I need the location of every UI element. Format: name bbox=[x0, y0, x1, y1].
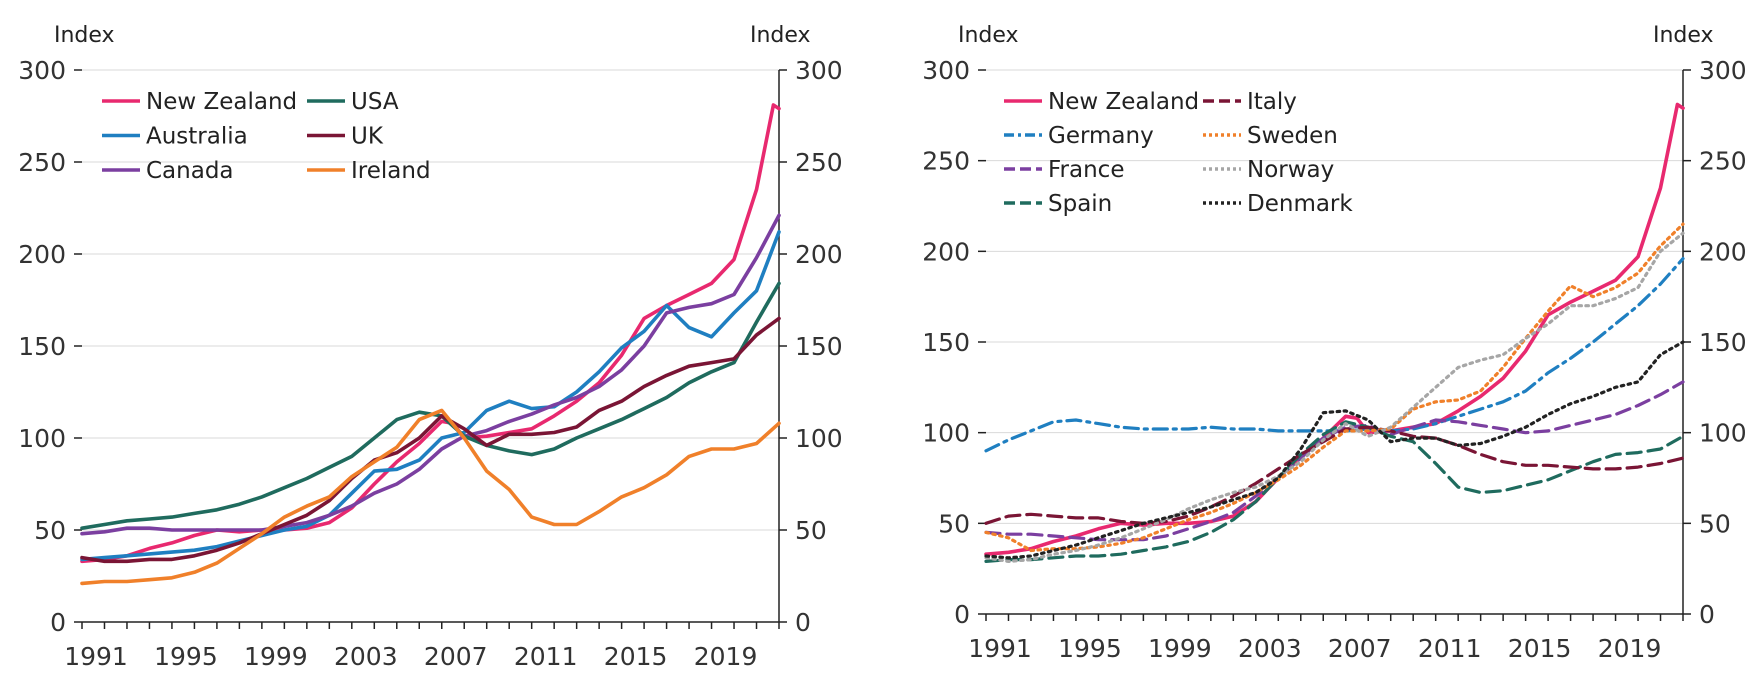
series-line-denmark bbox=[984, 340, 1685, 560]
x-tick-label-2011: 2011 bbox=[1418, 634, 1482, 663]
x-tick-label-2015: 2015 bbox=[604, 642, 668, 671]
y-tick-label-right: 300 bbox=[1699, 56, 1747, 85]
y-tick-label-right: 200 bbox=[795, 240, 843, 269]
y-tick-label-left: 300 bbox=[922, 56, 970, 85]
legend-label-canada: Canada bbox=[146, 158, 234, 184]
y-axis-unit-right: Index bbox=[750, 23, 811, 48]
x-tick-label-2007: 2007 bbox=[424, 642, 488, 671]
x-tick-label-2019: 2019 bbox=[694, 642, 758, 671]
x-tick-label-2003: 2003 bbox=[334, 642, 398, 671]
legend-label-norway: Norway bbox=[1247, 157, 1334, 183]
y-tick-label-left: 0 bbox=[954, 600, 970, 629]
legend-label-france: France bbox=[1048, 157, 1124, 183]
y-tick-label-right: 50 bbox=[795, 516, 827, 545]
y-tick-label-left: 250 bbox=[18, 148, 66, 177]
series-line-ireland bbox=[80, 408, 781, 586]
x-tick-label-2003: 2003 bbox=[1238, 634, 1302, 663]
y-tick-label-right: 300 bbox=[795, 56, 843, 85]
y-tick-label-right: 50 bbox=[1699, 509, 1731, 538]
y-tick-label-left: 300 bbox=[18, 56, 66, 85]
x-tick-label-1999: 1999 bbox=[244, 642, 308, 671]
legend-label-usa: USA bbox=[351, 89, 399, 115]
series-line-uk bbox=[80, 316, 781, 564]
legend-label-ireland: Ireland bbox=[351, 158, 431, 184]
x-tick-label-1995: 1995 bbox=[1058, 634, 1122, 663]
y-tick-label-left: 50 bbox=[34, 516, 66, 545]
y-axis-unit-left: Index bbox=[958, 23, 1019, 48]
x-tick-label-2019: 2019 bbox=[1598, 634, 1662, 663]
legend-label-italy: Italy bbox=[1247, 89, 1297, 115]
y-tick-label-left: 150 bbox=[922, 328, 970, 357]
y-tick-label-left: 250 bbox=[922, 147, 970, 176]
y-tick-label-right: 200 bbox=[1699, 237, 1747, 266]
series-line-australia bbox=[80, 230, 781, 562]
x-tick-label-1991: 1991 bbox=[968, 634, 1032, 663]
chart-panel-2: 0 0 50 50 100 100 150 150 200 200 250 250 300 300 1991… bbox=[922, 23, 1746, 663]
chart-panel-1: 0 0 50 50 100 100 150 150 200 200 250 250 300 300 1991… bbox=[18, 23, 842, 671]
y-tick-label-left: 100 bbox=[18, 424, 66, 453]
x-tick-label-2015: 2015 bbox=[1508, 634, 1572, 663]
series-line-italy bbox=[984, 425, 1685, 525]
y-tick-label-right: 100 bbox=[795, 424, 843, 453]
y-tick-label-right: 150 bbox=[1699, 328, 1747, 357]
series-line-new-zealand bbox=[984, 102, 1685, 556]
x-tick-label-1999: 1999 bbox=[1148, 634, 1212, 663]
y-axis-unit-right: Index bbox=[1653, 23, 1714, 48]
legend-label-uk: UK bbox=[351, 124, 384, 150]
legend-label-new-zealand: New Zealand bbox=[1048, 89, 1199, 115]
y-tick-label-right: 250 bbox=[795, 148, 843, 177]
x-tick-label-2011: 2011 bbox=[514, 642, 578, 671]
y-tick-label-right: 100 bbox=[1699, 419, 1747, 448]
legend-label-new-zealand: New Zealand bbox=[146, 89, 297, 115]
legend-label-sweden: Sweden bbox=[1247, 123, 1338, 149]
y-tick-label-left: 150 bbox=[18, 332, 66, 361]
x-tick-label-2007: 2007 bbox=[1328, 634, 1392, 663]
y-tick-label-right: 0 bbox=[795, 608, 811, 637]
y-tick-label-left: 200 bbox=[922, 237, 970, 266]
legend-label-denmark: Denmark bbox=[1247, 191, 1353, 217]
y-axis-unit-left: Index bbox=[54, 23, 115, 48]
y-tick-label-left: 100 bbox=[922, 419, 970, 448]
y-tick-label-right: 150 bbox=[795, 332, 843, 361]
series-line-usa bbox=[80, 281, 781, 530]
y-tick-label-left: 0 bbox=[50, 608, 66, 637]
y-tick-label-left: 50 bbox=[938, 509, 970, 538]
y-tick-label-right: 0 bbox=[1699, 600, 1715, 629]
legend-label-australia: Australia bbox=[146, 124, 248, 150]
legend-label-spain: Spain bbox=[1048, 191, 1112, 217]
series-line-norway bbox=[984, 231, 1685, 563]
x-tick-label-1995: 1995 bbox=[154, 642, 218, 671]
series-line-canada bbox=[80, 213, 781, 536]
legend-label-germany: Germany bbox=[1048, 123, 1154, 149]
series-line-sweden bbox=[984, 222, 1685, 553]
series-line-france bbox=[984, 380, 1685, 542]
series-line-spain bbox=[984, 420, 1685, 563]
y-tick-label-right: 250 bbox=[1699, 147, 1747, 176]
y-tick-label-left: 200 bbox=[18, 240, 66, 269]
x-tick-label-1991: 1991 bbox=[64, 642, 128, 671]
